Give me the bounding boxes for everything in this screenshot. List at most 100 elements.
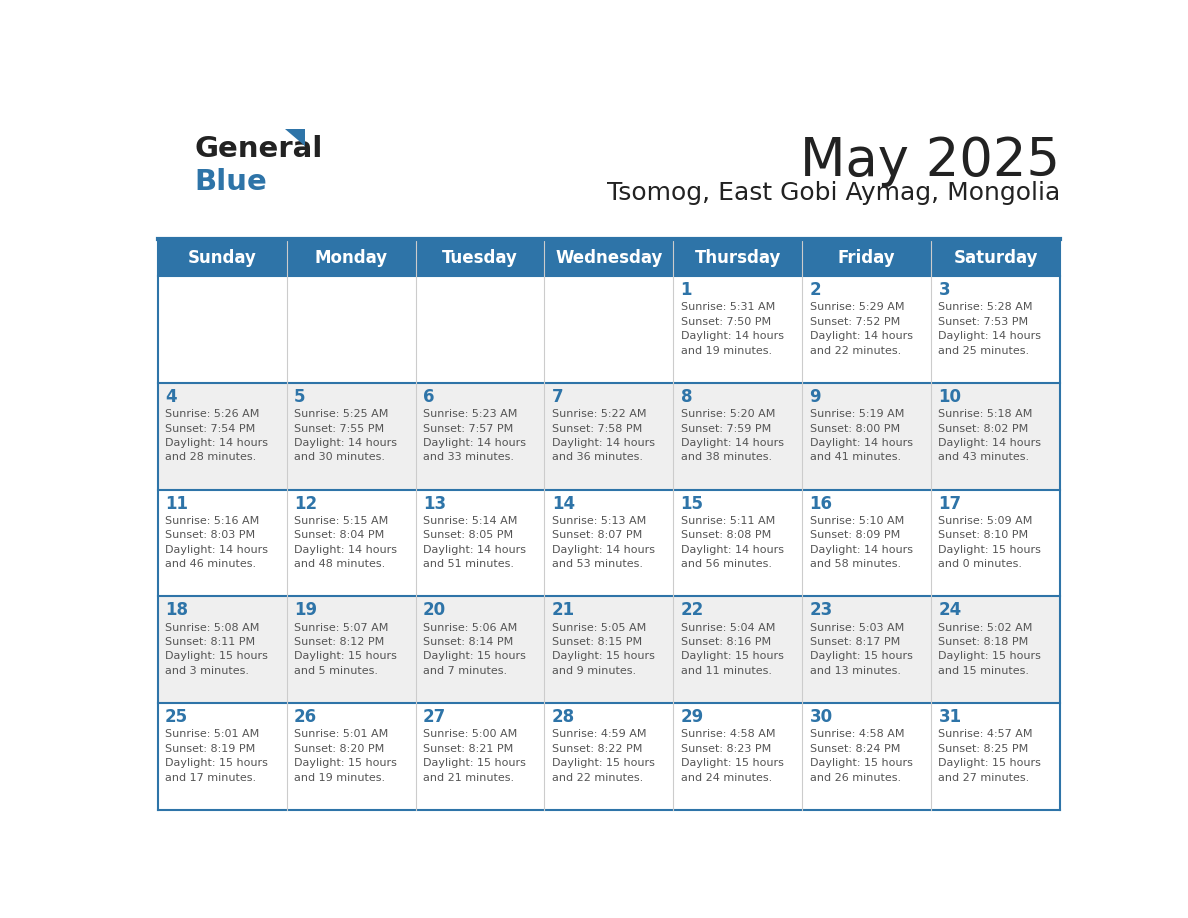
Text: 27: 27	[423, 708, 447, 726]
Text: Sunrise: 5:02 AM
Sunset: 8:18 PM
Daylight: 15 hours
and 15 minutes.: Sunrise: 5:02 AM Sunset: 8:18 PM Dayligh…	[939, 622, 1042, 676]
Text: 3: 3	[939, 281, 950, 299]
Text: 23: 23	[809, 601, 833, 620]
Text: 15: 15	[681, 495, 703, 512]
Text: Sunrise: 5:16 AM
Sunset: 8:03 PM
Daylight: 14 hours
and 46 minutes.: Sunrise: 5:16 AM Sunset: 8:03 PM Dayligh…	[165, 516, 268, 569]
Text: May 2025: May 2025	[800, 135, 1060, 187]
Text: Sunrise: 5:31 AM
Sunset: 7:50 PM
Daylight: 14 hours
and 19 minutes.: Sunrise: 5:31 AM Sunset: 7:50 PM Dayligh…	[681, 302, 784, 355]
Text: Sunrise: 4:58 AM
Sunset: 8:24 PM
Daylight: 15 hours
and 26 minutes.: Sunrise: 4:58 AM Sunset: 8:24 PM Dayligh…	[809, 730, 912, 782]
Text: Sunrise: 5:06 AM
Sunset: 8:14 PM
Daylight: 15 hours
and 7 minutes.: Sunrise: 5:06 AM Sunset: 8:14 PM Dayligh…	[423, 622, 526, 676]
Text: Sunrise: 5:01 AM
Sunset: 8:19 PM
Daylight: 15 hours
and 17 minutes.: Sunrise: 5:01 AM Sunset: 8:19 PM Dayligh…	[165, 730, 268, 782]
Text: 7: 7	[551, 388, 563, 406]
Bar	[416, 597, 544, 703]
Text: Thursday: Thursday	[695, 249, 781, 266]
Text: 20: 20	[423, 601, 446, 620]
Text: 5: 5	[293, 388, 305, 406]
Bar	[158, 597, 286, 703]
Bar	[286, 383, 416, 489]
Text: Sunrise: 5:25 AM
Sunset: 7:55 PM
Daylight: 14 hours
and 30 minutes.: Sunrise: 5:25 AM Sunset: 7:55 PM Dayligh…	[293, 409, 397, 463]
Text: Sunrise: 5:05 AM
Sunset: 8:15 PM
Daylight: 15 hours
and 9 minutes.: Sunrise: 5:05 AM Sunset: 8:15 PM Dayligh…	[551, 622, 655, 676]
Text: 25: 25	[165, 708, 188, 726]
Bar	[802, 383, 931, 489]
Text: Tsomog, East Gobi Aymag, Mongolia: Tsomog, East Gobi Aymag, Mongolia	[607, 181, 1060, 205]
Text: 18: 18	[165, 601, 188, 620]
Text: 17: 17	[939, 495, 961, 512]
Bar	[802, 276, 931, 383]
Text: Monday: Monday	[315, 249, 387, 266]
Text: Sunrise: 5:11 AM
Sunset: 8:08 PM
Daylight: 14 hours
and 56 minutes.: Sunrise: 5:11 AM Sunset: 8:08 PM Dayligh…	[681, 516, 784, 569]
Text: Sunrise: 5:26 AM
Sunset: 7:54 PM
Daylight: 14 hours
and 28 minutes.: Sunrise: 5:26 AM Sunset: 7:54 PM Dayligh…	[165, 409, 268, 463]
Text: Sunrise: 5:08 AM
Sunset: 8:11 PM
Daylight: 15 hours
and 3 minutes.: Sunrise: 5:08 AM Sunset: 8:11 PM Dayligh…	[165, 622, 268, 676]
Text: Sunrise: 5:23 AM
Sunset: 7:57 PM
Daylight: 14 hours
and 33 minutes.: Sunrise: 5:23 AM Sunset: 7:57 PM Dayligh…	[423, 409, 526, 463]
Bar	[544, 703, 674, 810]
Bar	[931, 383, 1060, 489]
Text: Sunrise: 5:18 AM
Sunset: 8:02 PM
Daylight: 14 hours
and 43 minutes.: Sunrise: 5:18 AM Sunset: 8:02 PM Dayligh…	[939, 409, 1042, 463]
Text: Sunrise: 5:20 AM
Sunset: 7:59 PM
Daylight: 14 hours
and 38 minutes.: Sunrise: 5:20 AM Sunset: 7:59 PM Dayligh…	[681, 409, 784, 463]
Bar	[158, 703, 286, 810]
Bar	[674, 276, 802, 383]
Bar	[416, 703, 544, 810]
Text: General: General	[195, 135, 323, 162]
Bar	[931, 703, 1060, 810]
Text: 30: 30	[809, 708, 833, 726]
Bar	[931, 239, 1060, 276]
Bar	[674, 703, 802, 810]
Text: 16: 16	[809, 495, 833, 512]
Bar	[802, 597, 931, 703]
Bar	[158, 383, 286, 489]
Polygon shape	[285, 129, 305, 145]
Bar	[286, 597, 416, 703]
Text: 21: 21	[551, 601, 575, 620]
Text: Sunrise: 5:04 AM
Sunset: 8:16 PM
Daylight: 15 hours
and 11 minutes.: Sunrise: 5:04 AM Sunset: 8:16 PM Dayligh…	[681, 622, 784, 676]
Text: Sunrise: 5:13 AM
Sunset: 8:07 PM
Daylight: 14 hours
and 53 minutes.: Sunrise: 5:13 AM Sunset: 8:07 PM Dayligh…	[551, 516, 655, 569]
Text: Sunrise: 5:10 AM
Sunset: 8:09 PM
Daylight: 14 hours
and 58 minutes.: Sunrise: 5:10 AM Sunset: 8:09 PM Dayligh…	[809, 516, 912, 569]
Bar	[158, 276, 286, 383]
Bar	[416, 383, 544, 489]
Text: Sunrise: 5:01 AM
Sunset: 8:20 PM
Daylight: 15 hours
and 19 minutes.: Sunrise: 5:01 AM Sunset: 8:20 PM Dayligh…	[293, 730, 397, 782]
Bar	[931, 276, 1060, 383]
Text: Sunrise: 5:00 AM
Sunset: 8:21 PM
Daylight: 15 hours
and 21 minutes.: Sunrise: 5:00 AM Sunset: 8:21 PM Dayligh…	[423, 730, 526, 782]
Text: 9: 9	[809, 388, 821, 406]
Text: Blue: Blue	[195, 168, 267, 196]
Bar	[158, 489, 286, 597]
Text: 14: 14	[551, 495, 575, 512]
Bar	[416, 239, 544, 276]
Text: 8: 8	[681, 388, 693, 406]
Text: 22: 22	[681, 601, 704, 620]
Text: Sunrise: 4:57 AM
Sunset: 8:25 PM
Daylight: 15 hours
and 27 minutes.: Sunrise: 4:57 AM Sunset: 8:25 PM Dayligh…	[939, 730, 1042, 782]
Bar	[674, 383, 802, 489]
Bar	[931, 597, 1060, 703]
Text: Tuesday: Tuesday	[442, 249, 518, 266]
Text: Wednesday: Wednesday	[555, 249, 663, 266]
Text: 12: 12	[293, 495, 317, 512]
Text: 29: 29	[681, 708, 704, 726]
Text: Sunrise: 5:15 AM
Sunset: 8:04 PM
Daylight: 14 hours
and 48 minutes.: Sunrise: 5:15 AM Sunset: 8:04 PM Dayligh…	[293, 516, 397, 569]
Text: 6: 6	[423, 388, 435, 406]
Text: Sunrise: 5:07 AM
Sunset: 8:12 PM
Daylight: 15 hours
and 5 minutes.: Sunrise: 5:07 AM Sunset: 8:12 PM Dayligh…	[293, 622, 397, 676]
Bar	[674, 489, 802, 597]
Text: 4: 4	[165, 388, 177, 406]
Text: Sunrise: 5:03 AM
Sunset: 8:17 PM
Daylight: 15 hours
and 13 minutes.: Sunrise: 5:03 AM Sunset: 8:17 PM Dayligh…	[809, 622, 912, 676]
Bar	[286, 489, 416, 597]
Bar	[286, 703, 416, 810]
Bar	[158, 239, 286, 276]
Text: Sunrise: 5:28 AM
Sunset: 7:53 PM
Daylight: 14 hours
and 25 minutes.: Sunrise: 5:28 AM Sunset: 7:53 PM Dayligh…	[939, 302, 1042, 355]
Text: 1: 1	[681, 281, 693, 299]
Bar	[544, 383, 674, 489]
Bar	[544, 489, 674, 597]
Text: Sunrise: 5:14 AM
Sunset: 8:05 PM
Daylight: 14 hours
and 51 minutes.: Sunrise: 5:14 AM Sunset: 8:05 PM Dayligh…	[423, 516, 526, 569]
Text: 28: 28	[551, 708, 575, 726]
Bar	[674, 597, 802, 703]
Text: 19: 19	[293, 601, 317, 620]
Text: 11: 11	[165, 495, 188, 512]
Text: Sunrise: 4:58 AM
Sunset: 8:23 PM
Daylight: 15 hours
and 24 minutes.: Sunrise: 4:58 AM Sunset: 8:23 PM Dayligh…	[681, 730, 784, 782]
Text: 24: 24	[939, 601, 962, 620]
Text: 31: 31	[939, 708, 961, 726]
Bar	[674, 239, 802, 276]
Text: Saturday: Saturday	[953, 249, 1038, 266]
Bar	[416, 489, 544, 597]
Bar	[544, 239, 674, 276]
Bar	[286, 276, 416, 383]
Text: Sunrise: 5:22 AM
Sunset: 7:58 PM
Daylight: 14 hours
and 36 minutes.: Sunrise: 5:22 AM Sunset: 7:58 PM Dayligh…	[551, 409, 655, 463]
Bar	[802, 239, 931, 276]
Bar	[416, 276, 544, 383]
